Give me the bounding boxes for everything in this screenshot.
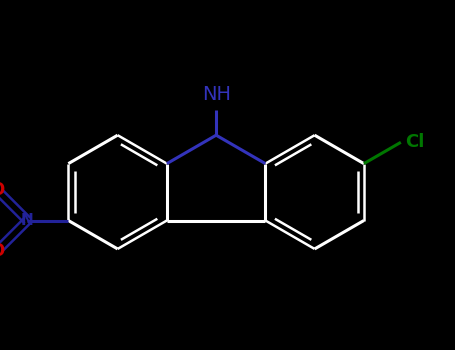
Text: Cl: Cl — [405, 133, 425, 151]
Text: NH: NH — [202, 85, 231, 104]
Text: O: O — [0, 181, 5, 199]
Text: N: N — [21, 213, 34, 228]
Text: O: O — [0, 242, 5, 260]
